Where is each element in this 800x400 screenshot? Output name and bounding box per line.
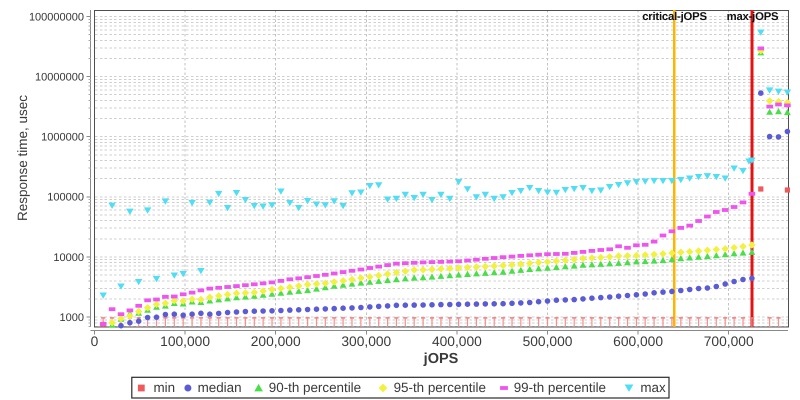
svg-text:400,000: 400,000 <box>432 334 482 349</box>
svg-text:700,000: 700,000 <box>704 334 754 349</box>
svg-text:10000000: 10000000 <box>35 72 84 84</box>
svg-text:90-th percentile: 90-th percentile <box>269 380 361 395</box>
svg-text:Response time, usec: Response time, usec <box>15 95 30 221</box>
svg-text:95-th percentile: 95-th percentile <box>394 380 486 395</box>
svg-text:10000: 10000 <box>53 252 84 264</box>
svg-text:max: max <box>640 380 666 395</box>
svg-text:100000: 100000 <box>47 192 84 204</box>
svg-text:1000000: 1000000 <box>41 132 84 144</box>
svg-text:critical-jOPS: critical-jOPS <box>642 11 707 23</box>
svg-text:jOPS: jOPS <box>423 351 459 367</box>
svg-text:100,000: 100,000 <box>160 334 210 349</box>
svg-text:max-jOPS: max-jOPS <box>727 11 779 23</box>
svg-text:600,000: 600,000 <box>613 334 663 349</box>
svg-text:99-th percentile: 99-th percentile <box>514 380 606 395</box>
svg-text:100000000: 100000000 <box>29 11 84 23</box>
svg-text:median: median <box>198 380 242 395</box>
svg-text:200,000: 200,000 <box>251 334 301 349</box>
svg-text:300,000: 300,000 <box>341 334 391 349</box>
svg-text:0: 0 <box>91 334 99 349</box>
svg-text:1000: 1000 <box>60 312 84 324</box>
svg-text:min: min <box>154 380 176 395</box>
svg-text:500,000: 500,000 <box>523 334 573 349</box>
